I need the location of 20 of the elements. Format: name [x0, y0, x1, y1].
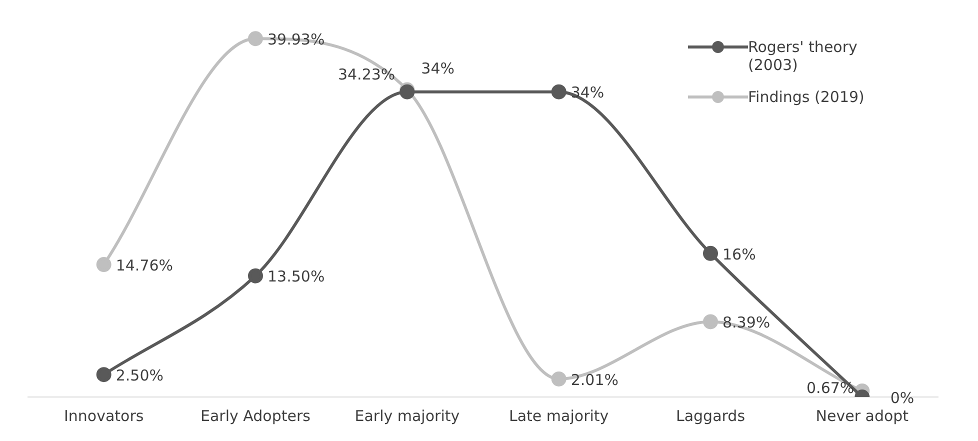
- x-tick-label: Laggards: [676, 406, 746, 425]
- data-label: 34%: [421, 60, 455, 78]
- x-tick-label: Early Adopters: [200, 406, 311, 425]
- data-label: 0%: [890, 388, 914, 407]
- data-label: 34.23%: [338, 66, 396, 84]
- data-label: 0.67%: [806, 378, 854, 397]
- x-tick-label: Innovators: [64, 406, 144, 425]
- data-label: 34%: [570, 84, 604, 102]
- data-label: 14.76%: [116, 256, 174, 274]
- data-label: 39.93%: [268, 30, 325, 49]
- data-label: 13.50%: [268, 268, 325, 286]
- x-tick-label: Early majority: [354, 406, 460, 425]
- data-label: 2.50%: [116, 366, 164, 384]
- data-label: 8.39%: [722, 314, 770, 332]
- legend-label: Findings (2019): [748, 88, 864, 106]
- x-tick-label: Never adopt: [816, 406, 909, 425]
- x-tick-label: Late majority: [508, 406, 609, 425]
- data-label: 2.01%: [570, 370, 618, 389]
- data-label: 16%: [722, 245, 756, 264]
- legend-label: Rogers' theory (2003): [748, 38, 858, 74]
